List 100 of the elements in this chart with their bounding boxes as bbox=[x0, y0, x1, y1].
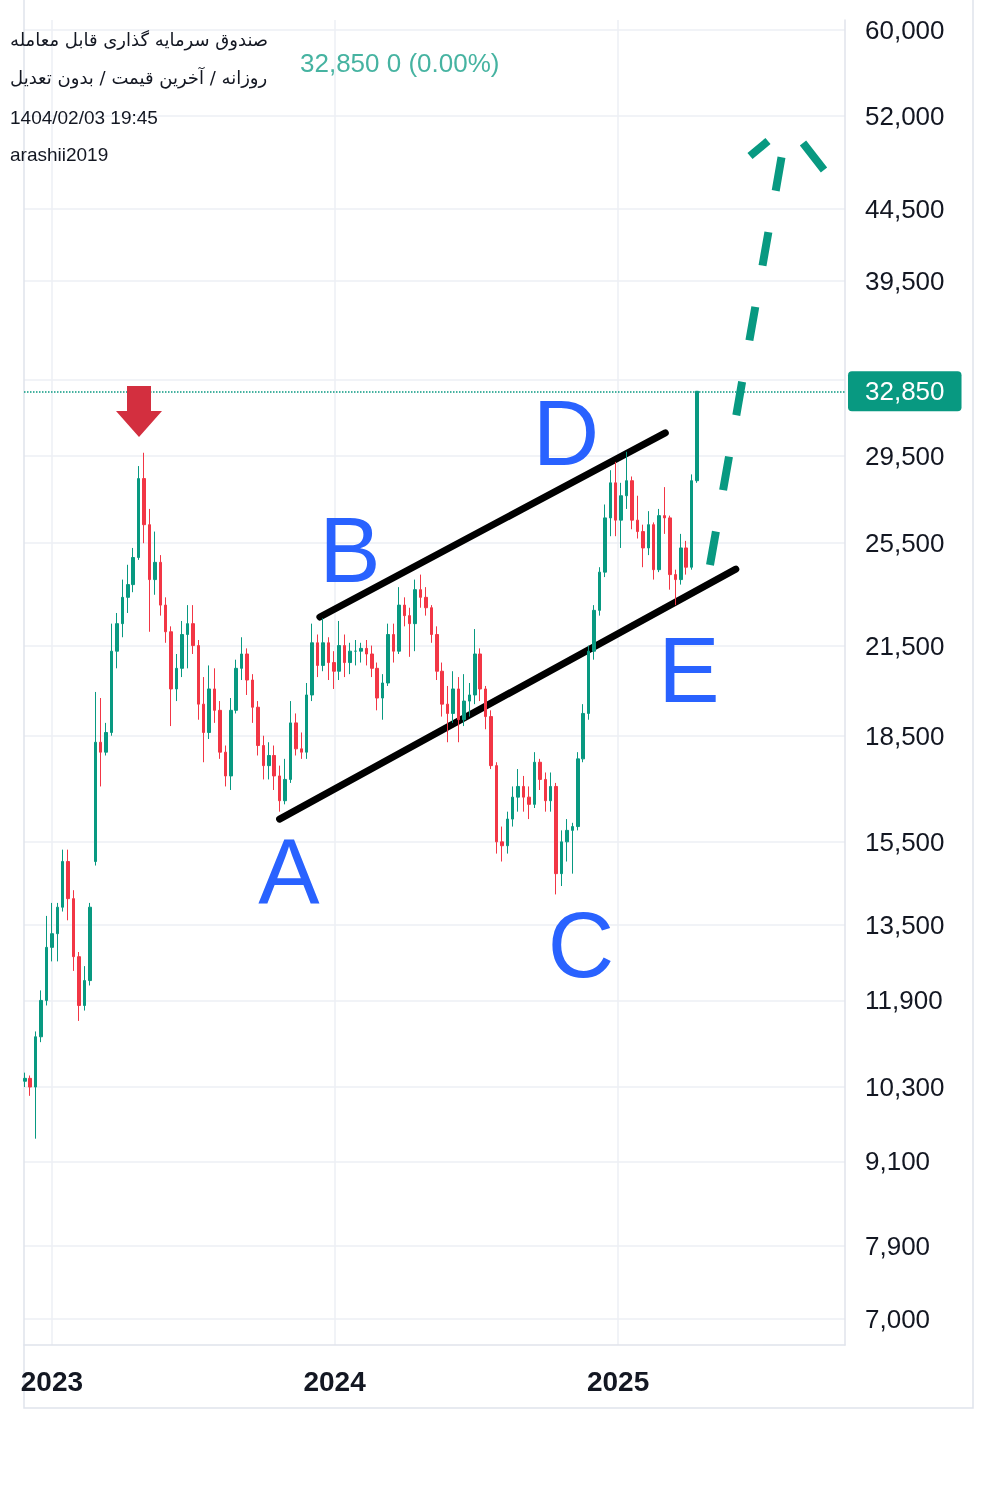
annotation: C bbox=[547, 894, 615, 996]
candlestick bbox=[224, 745, 227, 787]
candlestick bbox=[468, 682, 471, 718]
candlestick bbox=[191, 604, 195, 655]
y-tick-label: 11,900 bbox=[865, 985, 943, 1016]
candlestick bbox=[565, 818, 569, 863]
y-tick-label: 7,900 bbox=[865, 1231, 931, 1262]
candlestick bbox=[110, 623, 113, 737]
annotation: arashii2019 bbox=[10, 144, 109, 165]
y-tick-label: 44,500 bbox=[865, 194, 945, 225]
candlestick bbox=[647, 510, 650, 556]
candlestick bbox=[397, 586, 401, 655]
candlestick bbox=[164, 596, 167, 644]
y-tick-label: 25,500 bbox=[865, 528, 945, 559]
x-tick-label: 2025 bbox=[586, 1365, 650, 1397]
candlestick bbox=[549, 771, 552, 813]
candlestick bbox=[587, 645, 590, 721]
candlestick bbox=[538, 758, 542, 791]
candlestick bbox=[354, 639, 357, 666]
annotation: 32,850 0 (0.00%) bbox=[300, 48, 500, 78]
candlestick bbox=[500, 826, 504, 863]
candlestick bbox=[348, 642, 352, 675]
candlestick bbox=[446, 685, 449, 743]
y-tick-label: 29,500 bbox=[865, 440, 945, 471]
candlestick bbox=[684, 540, 688, 576]
candlestick bbox=[45, 915, 48, 1006]
candlestick bbox=[403, 596, 406, 627]
y-tick-label: 9,100 bbox=[865, 1146, 931, 1177]
candlestick bbox=[484, 685, 487, 730]
candlestick bbox=[657, 508, 661, 573]
candlestick bbox=[39, 989, 43, 1043]
candlestick bbox=[630, 475, 634, 530]
y-tick-label: 15,500 bbox=[865, 826, 945, 857]
candlestick bbox=[23, 1072, 27, 1088]
y-tick-label: 21,500 bbox=[865, 630, 945, 661]
candlestick bbox=[560, 829, 563, 887]
candlestick bbox=[159, 554, 162, 617]
text: روزانه / آخرین قیمت / بدون تعدیل bbox=[10, 65, 268, 89]
candlestick bbox=[245, 647, 249, 696]
candlestick bbox=[283, 758, 287, 805]
candlestick bbox=[180, 620, 184, 678]
candlestick bbox=[169, 625, 173, 727]
candlestick bbox=[614, 461, 617, 537]
candlestick bbox=[527, 785, 531, 820]
annotation: E bbox=[658, 619, 720, 721]
candlestick bbox=[50, 902, 54, 962]
candlestick bbox=[56, 902, 59, 962]
candlestick bbox=[489, 709, 493, 770]
candlestick bbox=[544, 771, 547, 813]
candlestick bbox=[88, 902, 92, 986]
candlestick bbox=[121, 579, 124, 638]
candlestick bbox=[300, 731, 303, 760]
x-tick-label: 2024 bbox=[303, 1365, 367, 1397]
candlestick bbox=[321, 617, 325, 672]
annotation: 1404/02/03 19:45 bbox=[10, 107, 158, 128]
candlestick bbox=[381, 673, 384, 721]
candlestick bbox=[104, 722, 108, 756]
candlestick bbox=[251, 673, 254, 724]
candlestick bbox=[337, 620, 341, 681]
candlestick bbox=[115, 612, 119, 669]
text: صندوق سرمایه گذاری قابل معامله bbox=[10, 28, 269, 51]
candlestick bbox=[522, 775, 525, 813]
candlestick bbox=[457, 676, 460, 743]
candlestick bbox=[392, 623, 395, 664]
candlestick bbox=[218, 700, 222, 760]
candlestick bbox=[506, 811, 509, 855]
candlestick bbox=[34, 1030, 37, 1140]
candlestick bbox=[674, 569, 677, 606]
candlestick bbox=[478, 647, 482, 702]
candlestick bbox=[603, 504, 607, 578]
candlestick bbox=[332, 650, 336, 690]
candlestick bbox=[641, 524, 645, 568]
candlestick bbox=[207, 664, 211, 740]
candlestick bbox=[533, 751, 536, 809]
candlestick bbox=[294, 712, 298, 756]
y-tick-label: 39,500 bbox=[865, 265, 945, 296]
candlestick bbox=[359, 642, 363, 664]
candlestick bbox=[516, 768, 520, 813]
candlestick bbox=[430, 604, 433, 644]
candlestick bbox=[663, 486, 666, 535]
candlestick bbox=[289, 700, 292, 784]
candlestick bbox=[61, 849, 64, 913]
candlestick bbox=[99, 697, 102, 787]
candlestick bbox=[148, 508, 151, 633]
ref-line-label: 32,850 bbox=[865, 376, 945, 407]
candlestick bbox=[202, 676, 205, 763]
candlestick bbox=[343, 634, 346, 678]
annotation: B bbox=[319, 499, 381, 601]
candlestick bbox=[66, 849, 70, 921]
candlestick bbox=[72, 889, 75, 972]
candlestick bbox=[94, 691, 97, 867]
candlestick bbox=[679, 533, 683, 586]
candlestick bbox=[690, 473, 693, 571]
y-tick-label: 60,000 bbox=[865, 14, 945, 45]
candlestick bbox=[365, 639, 368, 666]
candlestick bbox=[175, 653, 178, 702]
candlestick bbox=[625, 451, 628, 510]
candlestick bbox=[495, 761, 498, 855]
candlestick bbox=[511, 785, 514, 828]
candlestick bbox=[272, 745, 276, 791]
